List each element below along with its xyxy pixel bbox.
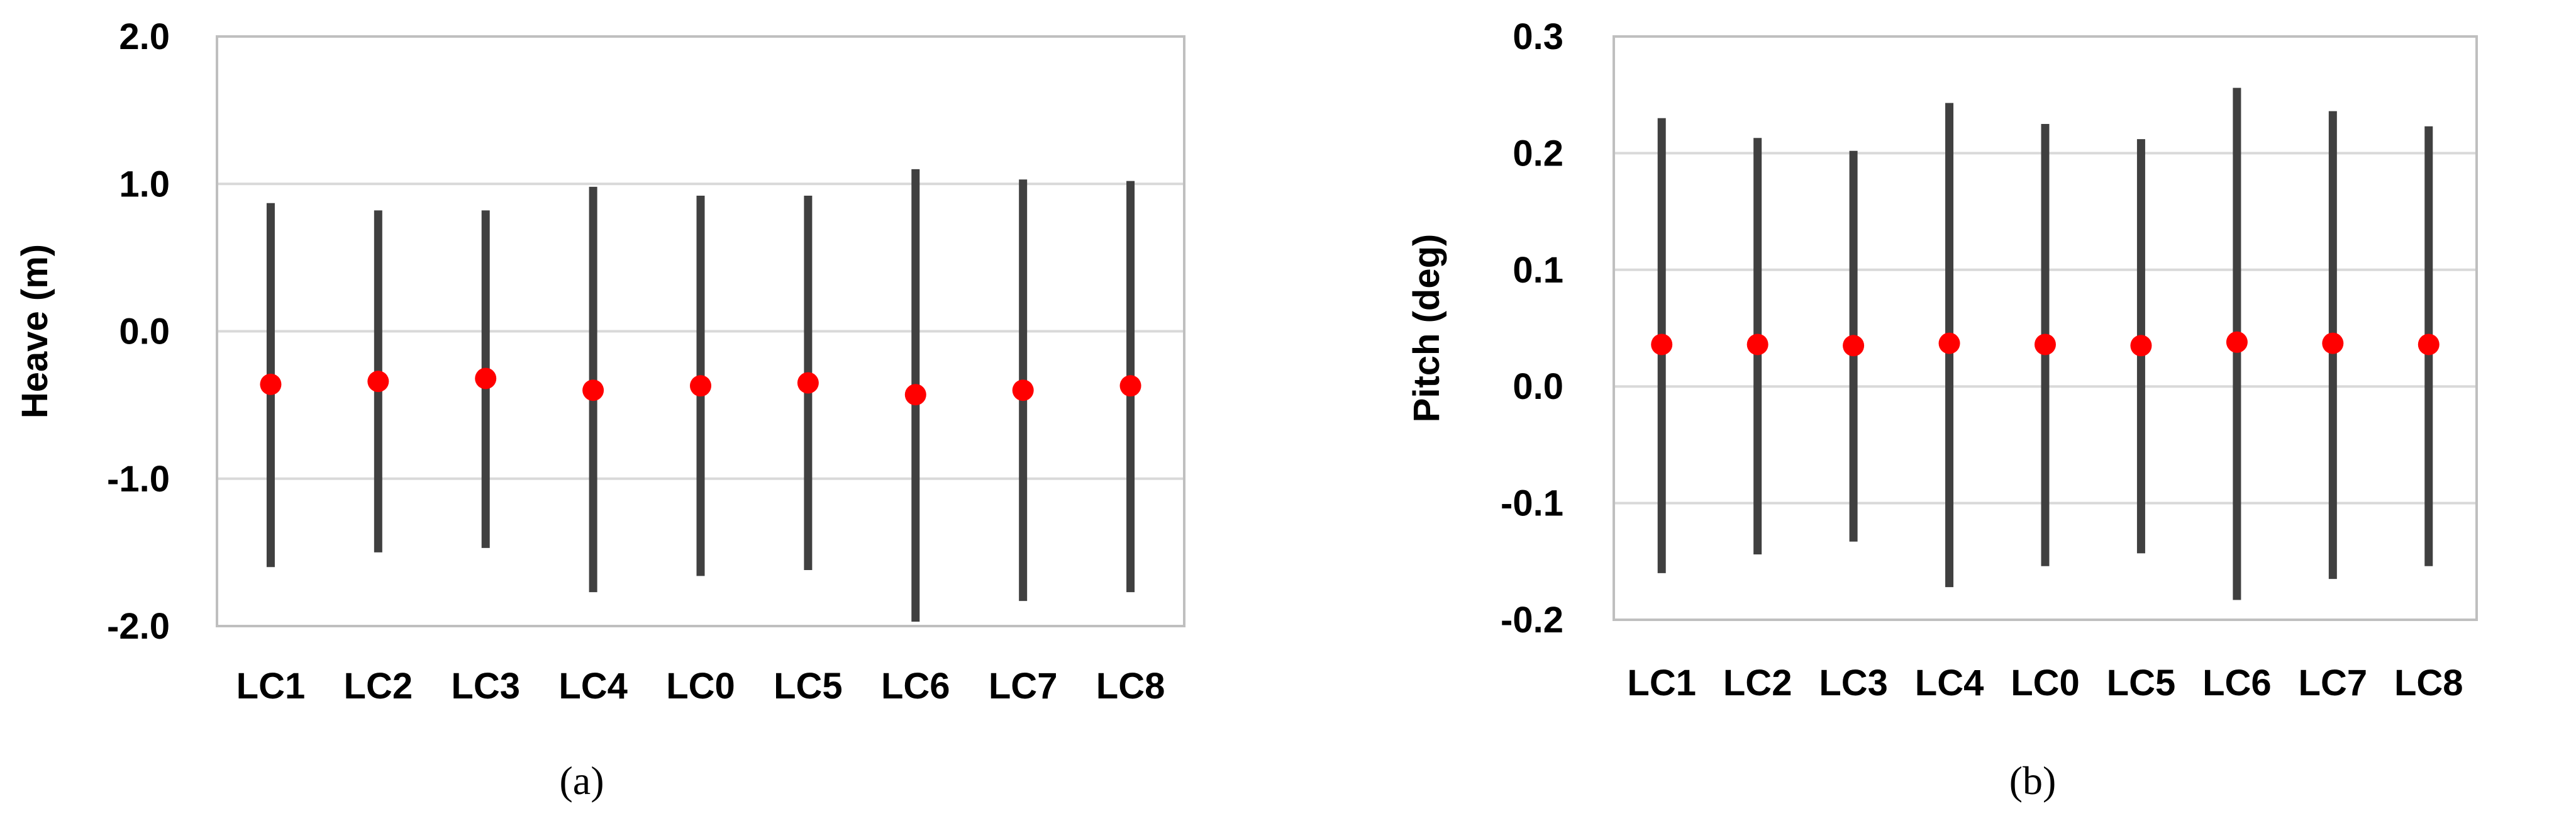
x-tick-label: LC6: [881, 666, 950, 707]
mean-marker-lc5: [797, 372, 819, 394]
y-tick-label: -0.2: [1501, 600, 1563, 641]
y-tick-label: 0.0: [1513, 366, 1563, 407]
y-tick-label: -1.0: [107, 459, 170, 500]
y-axis-label: Heave (m): [14, 244, 55, 418]
plot-frame: [216, 35, 1185, 627]
x-tick-label: LC3: [1819, 663, 1888, 703]
mean-marker-lc0: [2035, 333, 2056, 356]
x-tick-label: LC7: [2299, 663, 2368, 703]
y-tick-label: -2.0: [107, 606, 170, 647]
x-tick-label: LC5: [2107, 663, 2176, 703]
x-tick-label: LC6: [2202, 663, 2272, 703]
mean-marker-lc7: [2322, 332, 2344, 354]
y-tick-label: 1.0: [119, 164, 170, 204]
x-tick-label: LC2: [1723, 663, 1792, 703]
y-tick-label: 2.0: [119, 16, 170, 57]
x-tick-label: LC2: [344, 666, 413, 707]
x-tick-label: LC3: [451, 666, 520, 707]
panel-caption: (b): [2009, 758, 2057, 803]
pitch-chart: 0.3 0.2 0.1 0.0 -0.1 -0.2 Pitch (deg) LC1 LC2 LC3…: [1406, 16, 2478, 803]
y-tick-label: -0.1: [1501, 483, 1563, 524]
mean-marker-lc3: [475, 367, 497, 389]
mean-marker-lc1: [1651, 333, 1673, 356]
x-tick-label: LC5: [774, 666, 843, 707]
mean-marker-lc4: [1938, 332, 1960, 354]
plot-frame: [1613, 35, 2478, 621]
x-tick-label: LC0: [666, 666, 735, 707]
y-tick-label: 0.1: [1513, 250, 1563, 291]
y-tick-label: 0.2: [1513, 133, 1563, 174]
mean-marker-lc6: [904, 384, 926, 406]
mean-marker-lc7: [1012, 379, 1034, 401]
x-tick-label: LC7: [989, 666, 1058, 707]
y-tick-label: 0.0: [119, 311, 170, 352]
mean-marker-lc6: [2226, 331, 2248, 353]
mean-marker-lc4: [582, 379, 604, 401]
mean-marker-lc2: [1746, 333, 1768, 356]
x-tick-label: LC4: [1915, 663, 1984, 703]
mean-marker-lc1: [260, 373, 282, 395]
mean-marker-lc8: [2418, 333, 2440, 356]
y-tick-label: 0.3: [1513, 16, 1563, 57]
chart-panel-a: 2.0 1.0 0.0 -1.0 -2.0 Heave (m) LC1 LC2 LC3 LC4 LC…: [14, 16, 1185, 803]
mean-marker-lc3: [1843, 335, 1865, 357]
chart-panel-b: 0.3 0.2 0.1 0.0 -0.1 -0.2 Pitch (deg) LC1 LC2 LC3…: [1288, 0, 2576, 840]
x-tick-label: LC0: [2011, 663, 2080, 703]
heave-chart: 2.0 1.0 0.0 -1.0 -2.0 Heave (m) LC1 LC2 LC3 LC4 LC…: [14, 16, 1185, 803]
x-tick-label: LC1: [236, 666, 306, 707]
mean-marker-lc0: [690, 375, 711, 397]
mean-marker-lc2: [367, 371, 389, 393]
x-tick-label: LC4: [558, 666, 628, 707]
y-axis-label: Pitch (deg): [1406, 234, 1447, 423]
panel-caption: (a): [559, 758, 604, 803]
x-tick-label: LC8: [1096, 666, 1165, 707]
mean-marker-lc8: [1119, 375, 1141, 397]
x-tick-label: LC1: [1627, 663, 1696, 703]
mean-marker-lc5: [2130, 335, 2152, 357]
x-tick-label: LC8: [2394, 663, 2463, 703]
